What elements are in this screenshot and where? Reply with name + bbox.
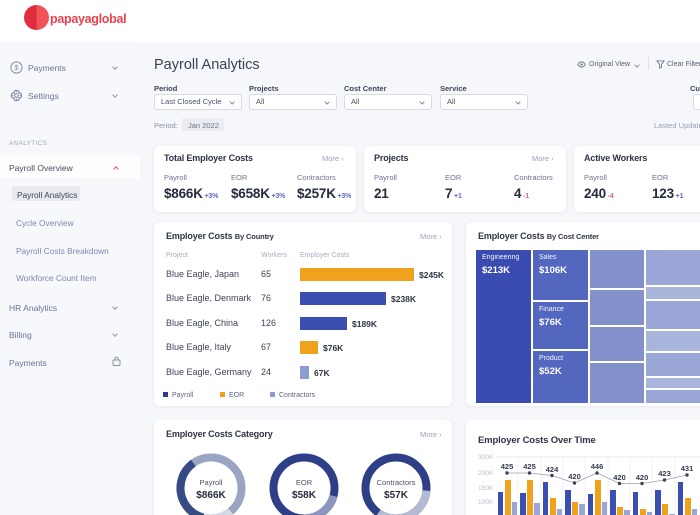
svg-text:$: $ [14,63,19,72]
svg-text:$57K: $57K [384,490,409,501]
svg-text:$58K: $58K [292,490,317,501]
svg-text:Payroll: Payroll [200,478,223,487]
svg-text:$866K: $866K [196,490,226,501]
svg-text:EOR: EOR [296,478,313,487]
svg-text:Contractors: Contractors [377,478,416,487]
